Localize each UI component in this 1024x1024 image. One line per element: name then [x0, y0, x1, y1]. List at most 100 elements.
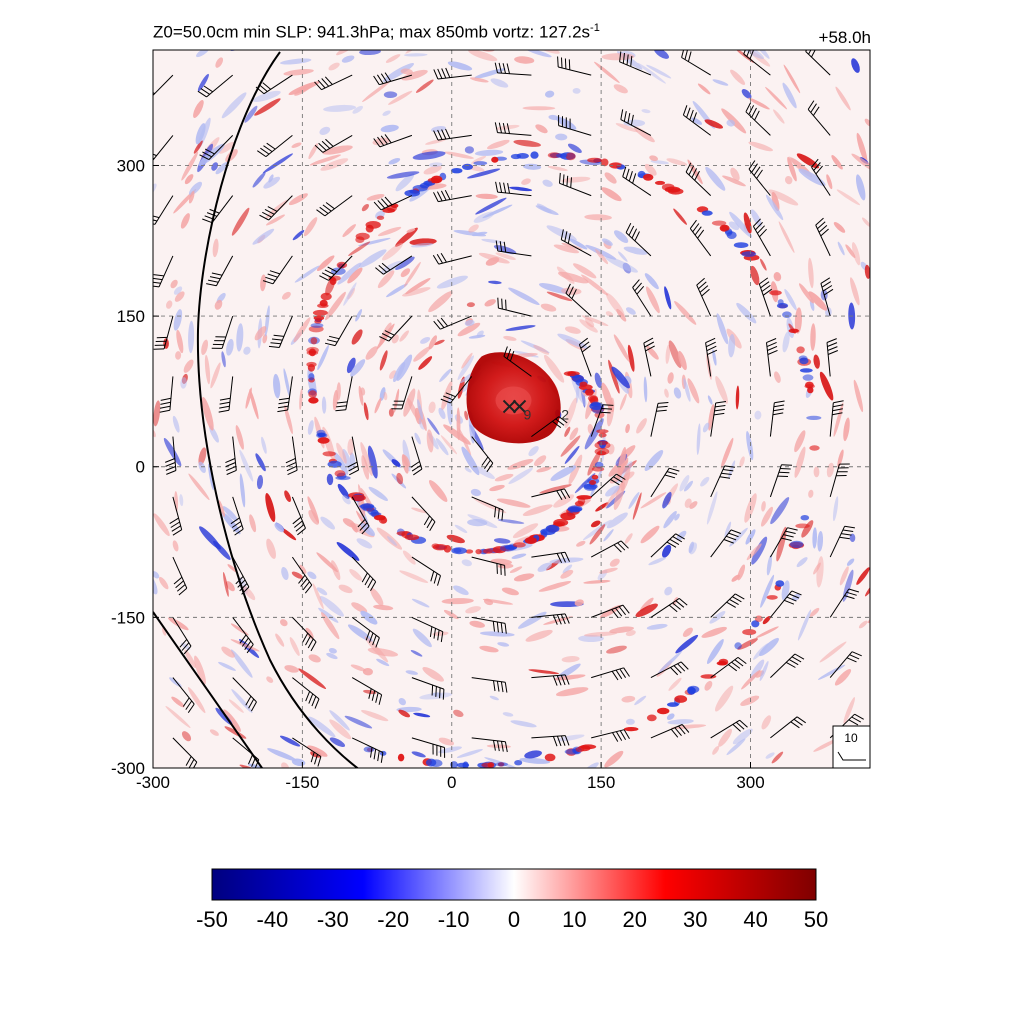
wind-barb-feather: [271, 338, 283, 341]
wind-barb-feather: [786, 596, 797, 602]
vorticity-streak: [826, 174, 833, 190]
vorticity-streak: [176, 329, 184, 354]
wind-barb-feather: [732, 724, 741, 732]
wind-barb-feather: [327, 266, 338, 273]
vorticity-streak: [428, 480, 448, 502]
wind-barb-shaft: [322, 134, 353, 153]
wind-barb-shaft: [324, 195, 353, 217]
wind-barb-feather: [820, 228, 829, 237]
vorticity-streak: [423, 165, 442, 175]
vorticity-streak: [376, 323, 395, 350]
vorticity-streak: [861, 217, 870, 227]
wind-barb-feather: [197, 90, 207, 98]
wind-barb-shaft: [379, 74, 413, 86]
wind-barb-shaft: [710, 593, 736, 618]
wind-barb-feather: [823, 288, 834, 296]
vorticity-streak: [307, 420, 314, 435]
wind-barb-feather: [827, 350, 838, 355]
vorticity-streak: [218, 141, 235, 154]
vorticity-streak: [260, 766, 284, 783]
wind-barb-feather: [787, 527, 798, 531]
rainband-cell: [355, 236, 365, 243]
vorticity-streak: [649, 155, 658, 162]
vorticity-streak: [726, 119, 735, 127]
wind-barb-feather: [372, 635, 377, 646]
wind-barb-feather: [615, 607, 623, 617]
rainband-cell: [308, 390, 317, 398]
vorticity-streak: [199, 526, 221, 550]
wind-barb-feather: [501, 741, 504, 752]
vorticity-streak: [534, 455, 547, 467]
vorticity-streak: [265, 199, 289, 219]
vorticity-streak: [851, 242, 861, 266]
wind-barb-shaft: [710, 529, 732, 558]
wind-barb-feather: [726, 535, 737, 541]
vorticity-streak: [853, 379, 864, 413]
wind-barb-feather: [600, 411, 611, 414]
wind-barb-feather: [159, 405, 171, 409]
wind-barb-feather: [365, 630, 371, 641]
vorticity-streak: [667, 719, 694, 725]
wind-barb-feather: [178, 587, 188, 596]
vorticity-streak: [748, 97, 770, 110]
wind-barb-feather: [611, 671, 619, 681]
vorticity-streak: [762, 616, 771, 625]
wind-barb-feather: [728, 532, 739, 538]
vorticity-streak: [249, 514, 257, 533]
vorticity-streak: [446, 534, 465, 544]
rainband-cell: [585, 388, 594, 396]
wind-barb-shaft: [172, 677, 195, 705]
vorticity-streak: [461, 559, 472, 567]
vorticity-streak: [858, 620, 868, 629]
wind-barb-shaft: [696, 284, 712, 317]
wind-barb-shaft: [437, 134, 472, 141]
wind-barb-feather: [140, 95, 149, 100]
vorticity-streak: [336, 541, 360, 561]
vorticity-streak: [808, 291, 828, 311]
vorticity-streak: [708, 404, 715, 431]
vorticity-streak: [193, 100, 204, 118]
wind-barb-feather: [378, 694, 383, 705]
rainband-cell: [524, 537, 537, 544]
vorticity-streak: [634, 695, 647, 706]
wind-barb-shaft: [758, 283, 771, 317]
wind-barb-feather: [766, 341, 777, 348]
vorticity-streak: [519, 757, 551, 764]
vorticity-streak: [509, 566, 523, 574]
vorticity-streak: [759, 637, 779, 657]
wind-barb-feather: [827, 346, 838, 351]
vorticity-streak: [210, 362, 221, 389]
rainband-cell: [701, 210, 713, 216]
vorticity-streak: [759, 660, 769, 682]
vorticity-streak: [618, 251, 628, 262]
wind-barb-feather: [552, 675, 558, 686]
vorticity-streak: [474, 498, 507, 514]
vorticity-streak: [601, 53, 635, 61]
vorticity-streak: [722, 175, 746, 187]
wind-barb-feather: [568, 59, 571, 70]
wind-barb-feather: [625, 222, 632, 233]
wind-barb-feather: [500, 622, 503, 634]
wind-barb-feather: [613, 476, 623, 483]
wind-barb-shaft: [471, 737, 506, 743]
vorticity-streak: [138, 230, 148, 242]
vorticity-streak: [239, 449, 254, 482]
wind-barb-feather: [675, 533, 685, 540]
rainband-cell: [335, 475, 351, 481]
wind-barb-feather: [644, 341, 655, 348]
vorticity-streak: [383, 91, 398, 99]
wind-barb-feather: [170, 521, 180, 528]
x-tick-label: 300: [736, 773, 764, 792]
vorticity-streak: [782, 331, 790, 353]
wind-barb-shaft: [681, 57, 711, 76]
wind-barb-feather: [410, 461, 420, 468]
vorticity-streak: [398, 709, 411, 718]
wind-barb-feather: [560, 489, 567, 500]
rainband-cell: [654, 180, 666, 185]
rainband-cell: [462, 163, 473, 170]
wind-barb-feather: [375, 692, 379, 703]
vorticity-streak: [751, 536, 768, 565]
vorticity-streak: [808, 489, 814, 498]
wind-barb-feather: [367, 578, 374, 589]
wind-barb-feather: [165, 462, 176, 467]
